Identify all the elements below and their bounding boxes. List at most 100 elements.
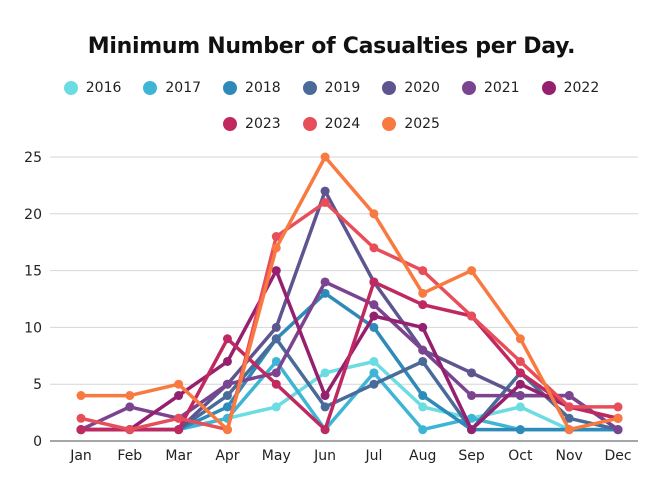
data-point-2024-Feb <box>125 425 135 435</box>
data-point-2025-May <box>271 243 281 253</box>
series-line-2024 <box>79 200 620 432</box>
data-point-2023-Jan <box>76 425 86 435</box>
data-point-2024-Aug <box>418 266 428 276</box>
legend-item-2020[interactable]: 2020 <box>382 80 440 96</box>
legend-item-2021[interactable]: 2021 <box>461 80 520 96</box>
data-point-2024-Nov <box>564 402 574 412</box>
x-tick-label: Feb <box>117 448 142 464</box>
data-point-2024-Mar <box>174 413 184 423</box>
legend-marker-icon <box>223 117 238 131</box>
legend-item-2023[interactable]: 2023 <box>223 116 281 132</box>
data-point-2018-Jun <box>320 288 330 298</box>
data-point-2017-May <box>271 356 281 366</box>
data-point-2025-Sep <box>467 266 477 276</box>
data-point-2023-May <box>271 379 281 389</box>
data-point-2018-Apr <box>222 402 232 412</box>
y-tick-label: 15 <box>24 264 42 280</box>
data-point-2025-Feb <box>125 391 135 401</box>
data-point-2024-Jun <box>320 197 330 207</box>
data-point-2016-Jul <box>369 356 379 366</box>
y-tick-label: 25 <box>24 150 42 166</box>
legend-item-2022[interactable]: 2022 <box>541 80 600 96</box>
x-tick-label: Jul <box>364 448 382 464</box>
data-point-2021-Apr <box>222 379 232 389</box>
data-point-2021-Nov <box>564 391 574 401</box>
data-point-2023-Aug <box>418 300 428 310</box>
data-point-2017-Sep <box>467 413 477 423</box>
legend-marker-icon <box>541 81 556 95</box>
legend-label: 2020 <box>404 80 440 96</box>
legend-label: 2017 <box>165 80 202 96</box>
data-point-2019-Apr <box>222 391 232 401</box>
series-line-2025 <box>79 155 620 432</box>
data-point-2022-May <box>271 266 281 276</box>
data-point-2021-Oct <box>515 391 525 401</box>
data-point-2022-Jul <box>369 311 379 321</box>
y-tick-label: 20 <box>24 207 42 223</box>
data-point-2023-Jul <box>369 277 379 287</box>
data-point-2018-Oct <box>515 425 525 435</box>
legend-item-2017[interactable]: 2017 <box>143 80 201 96</box>
legend-marker-icon <box>382 117 397 131</box>
data-point-2024-Jan <box>76 413 86 423</box>
x-tick-label: Jun <box>313 448 336 464</box>
legend-marker-icon <box>302 117 317 131</box>
legend-marker-icon <box>302 81 317 95</box>
data-point-2022-Jun <box>320 391 330 401</box>
y-tick-label: 0 <box>33 434 42 450</box>
data-point-2016-Aug <box>418 402 428 412</box>
legend-label: 2021 <box>483 80 520 96</box>
data-point-2021-Sep <box>467 391 477 401</box>
data-point-2023-Oct <box>515 368 525 378</box>
data-point-2020-May <box>271 322 281 332</box>
chart-title: Minimum Number of Casualties per Day. <box>87 34 576 59</box>
legend-item-2018[interactable]: 2018 <box>223 80 281 96</box>
data-point-2025-Aug <box>418 288 428 298</box>
y-tick-label: 10 <box>24 320 42 336</box>
data-point-2025-Nov <box>564 425 574 435</box>
legend-item-2024[interactable]: 2024 <box>302 116 361 132</box>
data-point-2020-Jun <box>320 186 330 196</box>
data-point-2021-Jul <box>369 300 379 310</box>
x-tick-label: May <box>262 448 291 464</box>
data-point-2025-Jul <box>369 209 379 219</box>
data-point-2016-Oct <box>515 402 525 412</box>
data-point-2021-Jun <box>320 277 330 287</box>
legend-label: 2022 <box>563 80 600 96</box>
legend-row-2: 2023 2024 2025 <box>0 116 663 132</box>
data-point-2022-Oct <box>515 379 525 389</box>
legend-label: 2016 <box>85 80 122 96</box>
data-point-2021-Feb <box>125 402 135 412</box>
data-point-2016-Jun <box>320 368 330 378</box>
legend-label: 2024 <box>324 116 361 132</box>
legend-marker-icon <box>382 81 397 95</box>
legend-item-2025[interactable]: 2025 <box>382 116 440 132</box>
data-point-2019-Jun <box>320 402 330 412</box>
legend-marker-icon <box>461 81 476 95</box>
data-point-2019-Jul <box>369 379 379 389</box>
x-tick-label: Sep <box>458 448 485 464</box>
data-point-2019-Aug <box>418 356 428 366</box>
data-point-2022-Aug <box>418 322 428 332</box>
data-point-2025-Oct <box>515 334 525 344</box>
legend-label: 2025 <box>404 116 440 132</box>
legend-item-2016[interactable]: 2016 <box>63 80 122 96</box>
x-tick-label: Dec <box>604 448 631 464</box>
data-point-2018-Jul <box>369 322 379 332</box>
legend-label: 2019 <box>324 80 361 96</box>
data-point-2020-Sep <box>467 368 477 378</box>
data-point-2021-Aug <box>418 345 428 355</box>
data-point-2021-May <box>271 368 281 378</box>
data-point-2024-Oct <box>515 356 525 366</box>
data-point-2024-Dec <box>613 402 623 412</box>
data-point-2016-May <box>271 402 281 412</box>
legend-marker-icon <box>223 81 238 95</box>
legend-item-2019[interactable]: 2019 <box>302 80 361 96</box>
legend-label: 2018 <box>245 80 281 96</box>
data-point-2017-Aug <box>418 425 428 435</box>
series-2022 <box>76 266 623 435</box>
x-tick-label: Jan <box>69 448 92 464</box>
legend-marker-icon <box>143 81 158 95</box>
data-point-2022-Sep <box>467 425 477 435</box>
